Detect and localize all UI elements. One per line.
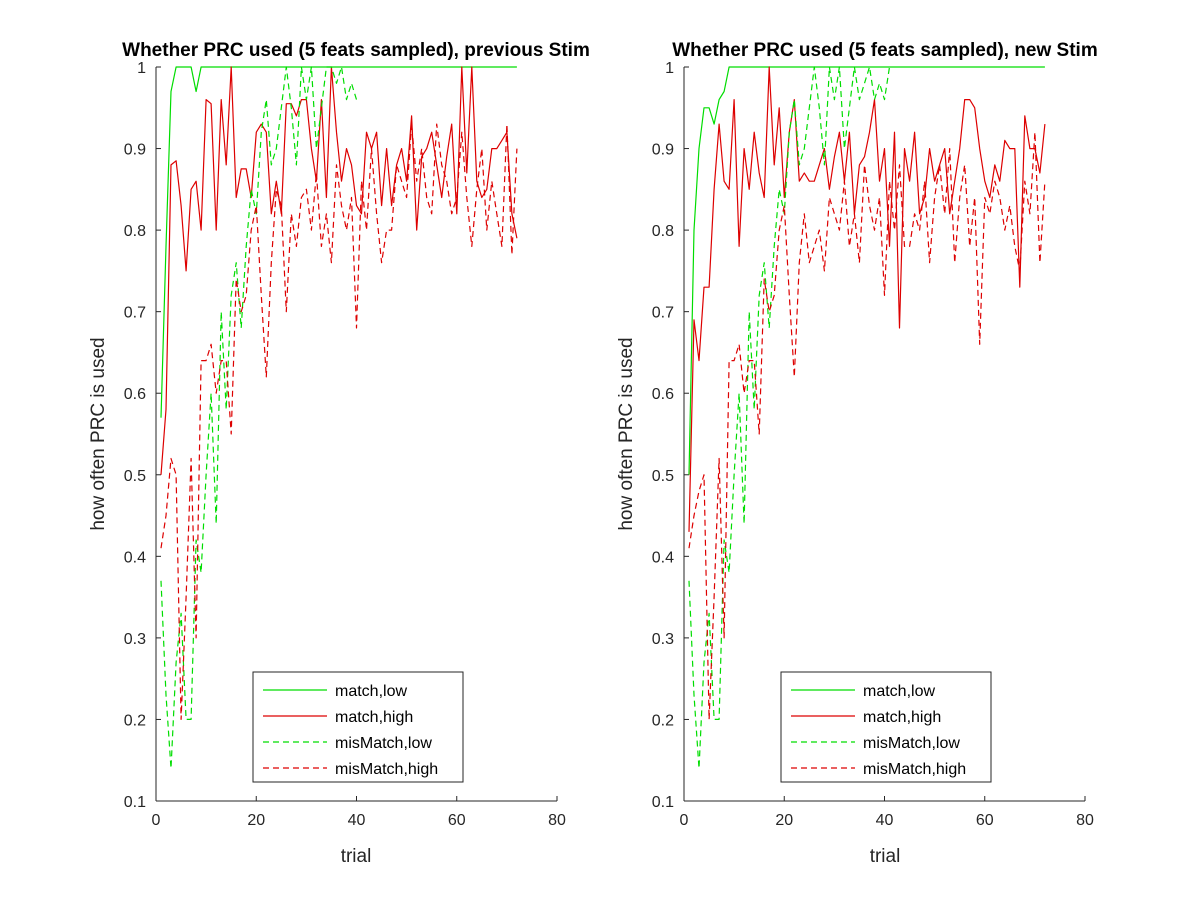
x-tick-label: 20 (247, 812, 265, 829)
legend-label: match,high (863, 709, 941, 726)
x-tick-label: 20 (775, 812, 793, 829)
x-tick-label: 0 (152, 812, 161, 829)
x-tick-label: 0 (680, 812, 689, 829)
y-tick-label: 0.9 (124, 142, 146, 159)
series-line-mismatch-low (160, 66, 358, 770)
subplot-left-plot: 0 20 40 60 80 0.1 0.2 0.3 0.4 0.5 0.6 0.7 0.8 0.9 1 mat… (124, 60, 566, 829)
y-tick-label: 0.2 (124, 712, 146, 729)
subplot-left-xlabel: trial (341, 846, 372, 867)
y-tick-label: 0.7 (124, 305, 146, 322)
series-line-match-low (160, 66, 517, 418)
y-tick-label: 0.6 (652, 386, 674, 403)
legend-label: misMatch,low (863, 735, 960, 752)
subplot-left-title: Whether PRC used (5 feats sampled), prev… (122, 40, 590, 61)
subplot-left-ylabel: how often PRC is used (88, 337, 109, 530)
y-tick-label: 0.7 (652, 305, 674, 322)
y-tick-label: 0.1 (652, 794, 674, 811)
x-tick-label: 60 (448, 812, 466, 829)
y-tick-label: 1 (665, 60, 674, 77)
y-tick-label: 1 (137, 60, 146, 77)
series-line-mismatch-low (688, 66, 891, 770)
legend-label: match,low (863, 683, 935, 700)
legend-label: misMatch,low (335, 735, 432, 752)
y-tick-label: 0.8 (652, 223, 674, 240)
x-tick-label: 60 (976, 812, 994, 829)
y-tick-label: 0.9 (652, 142, 674, 159)
subplot-right: Whether PRC used (5 feats sampled), new … (616, 40, 1098, 867)
series-line-mismatch-high (160, 123, 518, 721)
y-tick-label: 0.3 (124, 631, 146, 648)
series-line-match-high (160, 66, 518, 475)
series-line-match-high (688, 66, 1046, 532)
y-tick-label: 0.2 (652, 712, 674, 729)
subplot-right-plot: 0 20 40 60 80 0.1 0.2 0.3 0.4 0.5 0.6 0.7 0.8 0.9 1 mat… (652, 60, 1094, 829)
x-tick-label: 80 (1076, 812, 1094, 829)
x-tick-label: 80 (548, 812, 566, 829)
series-line-match-low (688, 66, 1045, 475)
y-tick-label: 0.4 (652, 549, 674, 566)
x-tick-label: 40 (876, 812, 894, 829)
legend: match,low match,high misMatch,low misMatch,… (780, 671, 992, 783)
subplot-right-ylabel: how often PRC is used (616, 337, 637, 530)
subplot-left: Whether PRC used (5 feats sampled), prev… (88, 40, 590, 867)
y-tick-label: 0.5 (124, 468, 146, 485)
subplot-right-title: Whether PRC used (5 feats sampled), new … (672, 40, 1097, 61)
y-tick-label: 0.6 (124, 386, 146, 403)
legend-label: match,high (335, 709, 413, 726)
legend-label: misMatch,high (335, 761, 438, 778)
legend-label: match,low (335, 683, 407, 700)
y-tick-label: 0.8 (124, 223, 146, 240)
series-line-mismatch-high (688, 131, 1046, 721)
y-tick-label: 0.4 (124, 549, 146, 566)
y-tick-label: 0.1 (124, 794, 146, 811)
y-tick-label: 0.5 (652, 468, 674, 485)
legend-label: misMatch,high (863, 761, 966, 778)
subplot-right-xlabel: trial (870, 846, 901, 867)
x-tick-label: 40 (348, 812, 366, 829)
legend: match,low match,high misMatch,low misMatch,… (252, 671, 464, 783)
y-tick-label: 0.3 (652, 631, 674, 648)
